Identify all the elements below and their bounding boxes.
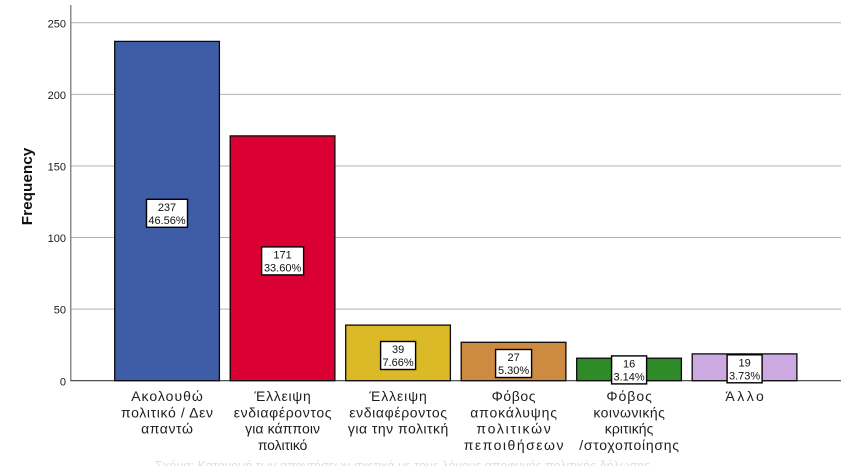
svg-text:7.66%: 7.66% [382,357,413,369]
svg-text:50: 50 [54,305,66,317]
svg-text:5.30%: 5.30% [498,365,529,377]
svg-text:3.73%: 3.73% [729,370,760,382]
svg-text:για κάπποιν: για κάπποιν [245,421,320,437]
svg-text:Ακολουθώ: Ακολουθώ [131,388,203,404]
svg-text:Έλλειψη: Έλλειψη [368,388,426,404]
svg-text:αποκάλυψης: αποκάλυψης [470,404,557,420]
svg-text:150: 150 [48,162,66,174]
svg-text:27: 27 [507,352,519,364]
svg-text:250: 250 [48,18,66,30]
svg-text:Έλλειψη: Έλλειψη [253,388,310,404]
svg-text:ενδιαφέροντος: ενδιαφέροντος [349,404,447,420]
svg-text:Φόβος: Φόβος [492,388,536,404]
svg-text:ενδιαφέροντος: ενδιαφέροντος [234,404,332,420]
svg-text:33.60%: 33.60% [264,262,302,274]
svg-text:19: 19 [738,357,750,369]
svg-text:0: 0 [60,376,66,388]
svg-text:πολιτικό: πολιτικό [258,437,308,453]
svg-text:16: 16 [623,358,635,370]
svg-text:πολιτικών: πολιτικών [476,421,550,437]
svg-text:Σχήμα: Κατανομή των απαντήσεων: Σχήμα: Κατανομή των απαντήσεων σχετικά μ… [155,458,650,466]
svg-text:3.14%: 3.14% [613,371,644,383]
svg-text:Frequency: Frequency [19,147,36,225]
svg-text:/στοχοποίησης: /στοχοποίησης [579,437,679,453]
svg-text:κριτικής: κριτικής [605,421,654,437]
svg-text:237: 237 [158,202,176,214]
svg-text:171: 171 [273,249,291,261]
svg-text:πεποιθήσεων: πεποιθήσεων [464,437,564,453]
svg-text:κοινωνικής: κοινωνικής [593,404,665,420]
svg-text:200: 200 [48,90,66,102]
svg-text:για την πολιτκή: για την πολιτκή [348,421,448,437]
svg-text:39: 39 [392,344,404,356]
svg-text:100: 100 [48,233,66,245]
svg-text:πολιτικό / Δεν: πολιτικό / Δεν [121,404,213,420]
svg-text:Φόβος: Φόβος [606,388,652,404]
svg-text:46.56%: 46.56% [148,215,186,227]
svg-text:απαντώ: απαντώ [141,421,193,437]
